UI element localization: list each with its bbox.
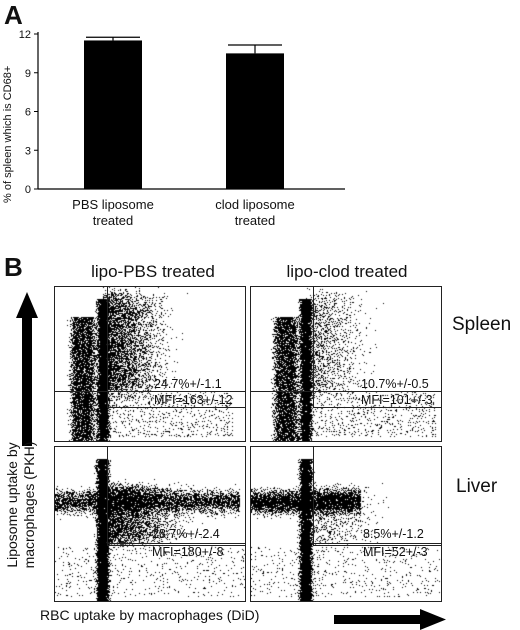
- bar-chart-y-tick-label: 12: [19, 29, 31, 41]
- gate-percent-label: 24.7%+/-1.1: [154, 377, 222, 391]
- flow-plot-liver-lipo-clod-dots: [251, 447, 441, 601]
- gate-mfi-label: MFI=52+/-3: [363, 545, 428, 559]
- bar-category-label-clod-line2: treated: [234, 213, 276, 228]
- bar-chart: 0 3 6 9 12: [19, 29, 345, 196]
- flow-plot-spleen-lipo-pbs-dots: [55, 287, 245, 441]
- row-title-spleen: Spleen: [452, 314, 512, 335]
- bar-clod: [226, 53, 284, 189]
- x-axis-arrow-head: [420, 609, 446, 630]
- bar-category-label-pbs-line1: PBS liposome: [72, 197, 154, 212]
- y-axis-arrow: [16, 292, 38, 446]
- column-title-lipo-pbs: lipo-PBS treated: [91, 262, 215, 281]
- panel-a-label: A: [4, 0, 23, 30]
- panel-b-label: B: [4, 252, 23, 282]
- gate-divider: [55, 391, 245, 392]
- bar-chart-y-tick-label: 3: [25, 145, 31, 157]
- flow-x-axis-label: RBC uptake by macrophages (DiD): [40, 607, 260, 623]
- bar-category-label-clod: clod liposome treated: [200, 197, 310, 229]
- y-axis-arrow-shaft: [22, 316, 32, 446]
- bar-category-label-clod-line1: clod liposome: [215, 197, 295, 212]
- bar-category-label-pbs: PBS liposome treated: [58, 197, 168, 229]
- gate-mfi-label: MFI=163+/-12: [154, 393, 233, 407]
- gate-percent-label: 28.7%+/-2.4: [152, 527, 220, 541]
- gate-divider: [313, 543, 441, 544]
- row-title-liver: Liver: [456, 476, 498, 497]
- flow-plot-spleen-lipo-clod: 10.7%+/-0.5 MFI=101+/-3: [250, 286, 442, 442]
- gate-mfi-label: MFI=101+/-3: [361, 393, 433, 407]
- x-axis-arrow: [334, 609, 446, 630]
- gate-divider: [251, 391, 441, 392]
- flow-plot-liver-lipo-clod: 8.5%+/-1.2 MFI=52+/-3: [250, 446, 442, 602]
- flow-y-axis-label: Liposome uptake by macrophages (PKH): [4, 405, 38, 605]
- bar-chart-y-tick-label: 6: [25, 107, 31, 119]
- bar-category-label-pbs-line2: treated: [92, 213, 134, 228]
- flow-plot-liver-lipo-pbs-dots: [55, 447, 245, 601]
- flow-plot-liver-lipo-pbs: 28.7%+/-2.4 MFI=180+/-8: [54, 446, 246, 602]
- gate-divider: [107, 543, 245, 544]
- column-title-lipo-clod: lipo-clod treated: [286, 262, 408, 281]
- gate-box: [313, 447, 441, 546]
- bar-pbs: [84, 40, 142, 190]
- flow-plot-spleen-lipo-pbs: 24.7%+/-1.1 MFI=163+/-12: [54, 286, 246, 442]
- gate-box: [313, 287, 441, 408]
- gate-mfi-label: MFI=180+/-8: [152, 545, 224, 559]
- gate-percent-label: 8.5%+/-1.2: [363, 527, 424, 541]
- flow-plot-spleen-lipo-clod-dots: [251, 287, 441, 441]
- y-axis-arrow-head: [16, 292, 38, 318]
- gate-box: [107, 287, 245, 408]
- flow-y-axis-label-line1: Liposome uptake by: [4, 442, 20, 568]
- bar-chart-y-tick-label: 0: [25, 184, 31, 196]
- bar-chart-y-tick-label: 9: [25, 68, 31, 80]
- x-axis-arrow-shaft: [334, 615, 422, 624]
- flow-y-axis-label-line2: macrophages (PKH): [21, 441, 37, 569]
- gate-percent-label: 10.7%+/-0.5: [361, 377, 429, 391]
- gate-box: [107, 447, 245, 546]
